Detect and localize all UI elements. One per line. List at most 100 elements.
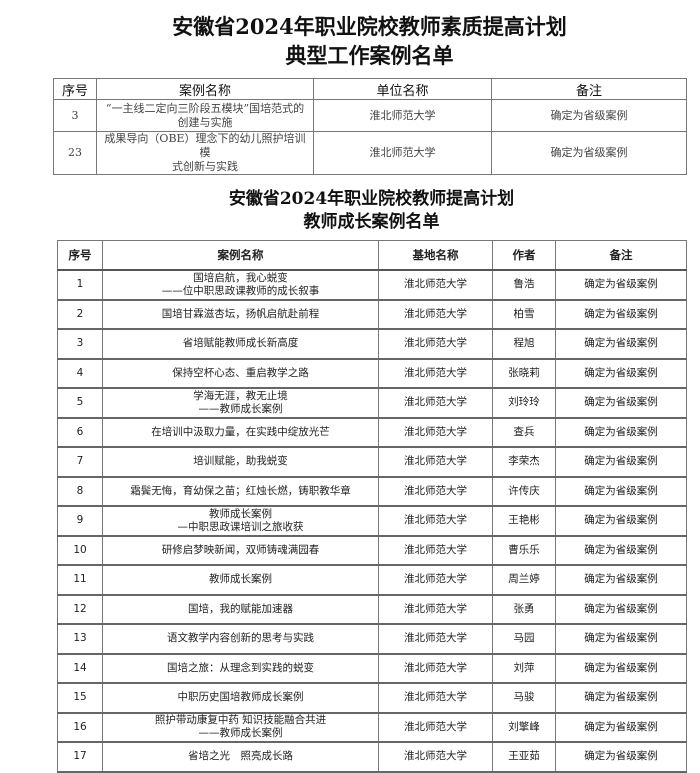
cell-base: 淮北师范大学 [378, 594, 493, 625]
cell-note: 确定为省级案例 [555, 505, 687, 537]
header-note: 备注 [491, 78, 687, 100]
cell-no: 16 [57, 712, 103, 743]
cell-case-name: 中职历史国培教师成长案例 [102, 682, 379, 714]
cell-base: 淮北师范大学 [378, 535, 493, 566]
case-name-line: 培训赋能，助我蜕变 [193, 455, 288, 468]
cell-author: 程旭 [492, 328, 556, 360]
cell-no: 7 [57, 446, 103, 478]
cell-case-name: 保持空杯心态、重启教学之路 [102, 358, 379, 389]
typical-case-table: 序号 案例名称 单位名称 备注 3 “一主线二定向三阶段五模块”国培范式的 创建与实… [53, 78, 687, 175]
table-row: 1 国培启航，我心蜕变 ——位中职思政课教师的成长叙事 淮北师范大学 鲁浩 确定为省级案例 [57, 269, 687, 301]
cell-base: 淮北师范大学 [378, 446, 493, 478]
cell-note: 确定为省级案例 [555, 299, 687, 330]
header-no: 序号 [57, 240, 103, 271]
table-row: 10 研修启梦映新闻，双师铸魂满园春 淮北师范大学 曹乐乐 确定为省级案例 [57, 535, 687, 566]
section2-title-line1: 安徽省2024年职业院校教师提高计划 [228, 189, 515, 209]
cell-note: 确定为省级案例 [555, 269, 687, 301]
table-header-row: 序号 案例名称 基地名称 作者 备注 [57, 240, 687, 271]
header-base: 基地名称 [378, 240, 493, 271]
case-name-line: 研修启梦映新闻，双师铸魂满园春 [161, 543, 320, 556]
cell-no: 9 [57, 505, 103, 537]
cell-case-name: 国培，我的赋能加速器 [102, 594, 379, 625]
cell-author: 张晓莉 [492, 358, 556, 389]
cell-base: 淮北师范大学 [378, 653, 493, 684]
header-author: 作者 [492, 240, 556, 271]
case-name-line: 教师成长案例 [209, 507, 272, 520]
table-row: 11 教师成长案例 淮北师范大学 周兰婷 确定为省级案例 [57, 564, 687, 596]
cell-no: 10 [57, 535, 103, 566]
teacher-growth-case-table: 序号 案例名称 基地名称 作者 备注 1 国培启航，我心蜕变 ——位中职思政课教师的… [57, 240, 687, 773]
cell-no: 14 [57, 653, 103, 684]
cell-no: 11 [57, 564, 103, 596]
table-row: 13 语文教学内容创新的思考与实践 淮北师范大学 马园 确定为省级案例 [57, 623, 687, 655]
table-header-row: 序号 案例名称 单位名称 备注 [53, 78, 687, 100]
cell-author: 王亚茹 [492, 741, 556, 773]
cell-no: 3 [53, 99, 97, 132]
cell-author: 刘萍 [492, 653, 556, 684]
cell-note: 确定为省级案例 [555, 653, 687, 684]
case-name-line: 创建与实施 [177, 115, 233, 129]
cell-note: 确定为省级案例 [555, 594, 687, 625]
cell-no: 6 [57, 417, 103, 448]
cell-author: 李荣杰 [492, 446, 556, 478]
cell-base: 淮北师范大学 [378, 328, 493, 360]
case-name-line: 式创新与实践 [172, 160, 238, 173]
cell-base: 淮北师范大学 [378, 417, 493, 448]
case-name-line: “一主线二定向三阶段五模块”国培范式的 [105, 101, 305, 115]
case-name-line: 国培启航，我心蜕变 [193, 271, 288, 284]
cell-base: 淮北师范大学 [378, 741, 493, 773]
case-name-line: —中职思政课培训之旅收获 [177, 520, 304, 533]
cell-base: 淮北师范大学 [378, 387, 493, 419]
cell-no: 23 [53, 131, 97, 175]
cell-author: 张勇 [492, 594, 556, 625]
case-name-line: ——教师成长案例 [198, 727, 283, 740]
cell-author: 马园 [492, 623, 556, 655]
case-name-line: ——位中职思政课教师的成长叙事 [161, 284, 320, 297]
cell-note: 确定为省级案例 [555, 387, 687, 419]
cell-author: 许传庆 [492, 476, 556, 507]
cell-author: 刘擎峰 [492, 712, 556, 743]
header-unit: 单位名称 [313, 78, 492, 100]
cell-no: 15 [57, 682, 103, 714]
cell-case-name: “一主线二定向三阶段五模块”国培范式的 创建与实施 [96, 99, 314, 132]
cell-base: 淮北师范大学 [378, 682, 493, 714]
cell-no: 17 [57, 741, 103, 773]
case-name-line: 在培训中汲取力量，在实践中绽放光芒 [151, 425, 330, 438]
cell-base: 淮北师范大学 [378, 476, 493, 507]
cell-case-name: 成果导向（OBE）理念下的幼儿照护培训模 式创新与实践 [96, 131, 314, 175]
table-row: 17 省培之光 照亮成长路 淮北师范大学 王亚茹 确定为省级案例 [57, 741, 687, 773]
cell-note: 确定为省级案例 [491, 131, 687, 175]
table-row: 23 成果导向（OBE）理念下的幼儿照护培训模 式创新与实践 淮北师范大学 确定为省级案… [53, 131, 687, 175]
cell-note: 确定为省级案例 [555, 328, 687, 360]
cell-author: 周兰婷 [492, 564, 556, 596]
table-row: 12 国培，我的赋能加速器 淮北师范大学 张勇 确定为省级案例 [57, 594, 687, 625]
cell-base: 淮北师范大学 [378, 505, 493, 537]
cell-base: 淮北师范大学 [378, 623, 493, 655]
case-name-line: 语文教学内容创新的思考与实践 [167, 632, 314, 645]
case-name-line: 省培之光 照亮成长路 [188, 750, 293, 763]
cell-note: 确定为省级案例 [555, 417, 687, 448]
cell-author: 王艳彬 [492, 505, 556, 537]
section1-title: 安徽省2024年职业院校教师素质提高计划 典型工作案例名单 [53, 12, 686, 70]
cell-case-name: 国培之旅：从理念到实践的蜕变 [102, 653, 379, 684]
table-row: 3 “一主线二定向三阶段五模块”国培范式的 创建与实施 淮北师范大学 确定为省级案例 [53, 99, 687, 132]
table-row: 8 霜鬓无悔，育幼保之苗；红烛长燃，铸职教华章 淮北师范大学 许传庆 确定为省级案例 [57, 476, 687, 507]
section2-title-line2: 教师成长案例名单 [303, 212, 440, 232]
cell-note: 确定为省级案例 [555, 623, 687, 655]
table-row: 14 国培之旅：从理念到实践的蜕变 淮北师范大学 刘萍 确定为省级案例 [57, 653, 687, 684]
cell-no: 4 [57, 358, 103, 389]
cell-note: 确定为省级案例 [555, 741, 687, 773]
cell-case-name: 培训赋能，助我蜕变 [102, 446, 379, 478]
cell-note: 确定为省级案例 [555, 446, 687, 478]
cell-note: 确定为省级案例 [555, 476, 687, 507]
table-row: 16 照护带动康复中药 知识技能融合共进 ——教师成长案例 淮北师范大学 刘擎峰 确定为省… [57, 712, 687, 743]
cell-case-name: 在培训中汲取力量，在实践中绽放光芒 [102, 417, 379, 448]
case-name-line: 学海无涯，教无止境 [193, 389, 288, 402]
header-note: 备注 [555, 240, 687, 271]
case-name-line: 教师成长案例 [209, 573, 272, 586]
cell-no: 1 [57, 269, 103, 301]
table-row: 5 学海无涯，教无止境 ——教师成长案例 淮北师范大学 刘玲玲 确定为省级案例 [57, 387, 687, 419]
cell-note: 确定为省级案例 [555, 358, 687, 389]
cell-no: 5 [57, 387, 103, 419]
table-row: 2 国培甘霖滋杏坛，扬帆启航赴前程 淮北师范大学 柏雪 确定为省级案例 [57, 299, 687, 330]
